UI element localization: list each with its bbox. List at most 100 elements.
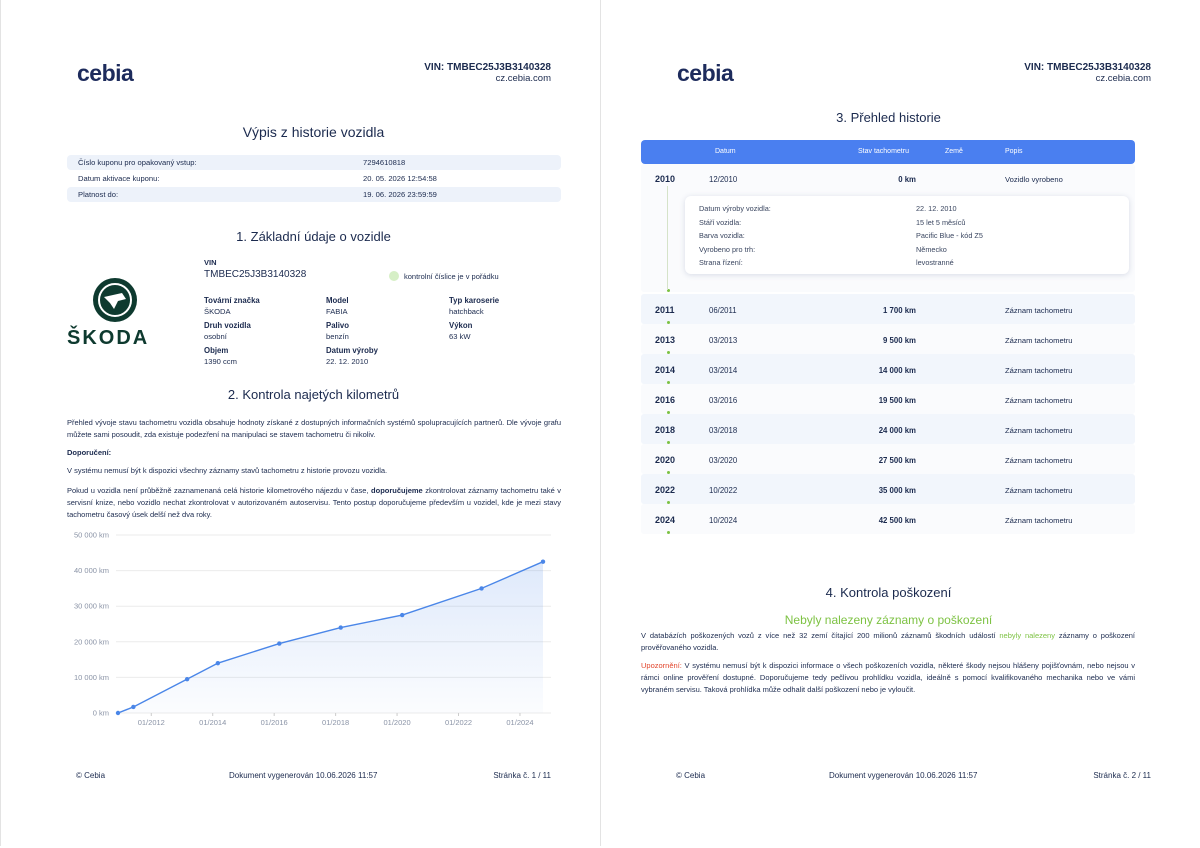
timeline-dot — [667, 411, 670, 414]
field-label: Výkon — [449, 321, 473, 330]
date: 03/2018 — [709, 426, 738, 435]
field-label: Palivo — [326, 321, 349, 330]
timeline-dot — [667, 531, 670, 534]
field-value: hatchback — [449, 307, 484, 316]
text-span: záznamy o poškození prověřovaného vozidl… — [641, 631, 1135, 652]
description: Záznam tachometru — [1005, 366, 1073, 375]
detail-value: 22. 12. 2010 — [916, 204, 957, 213]
y-tick-label: 20 000 km — [74, 637, 109, 646]
column-header: Datum — [715, 148, 736, 155]
vin-value: TMBEC25J3B3140328 — [204, 269, 307, 280]
history-row: 2011 06/2011 1 700 km Záznam tachometru — [641, 294, 1135, 324]
page: cebia VIN: TMBEC25J3B3140328 cz.cebia.com 3… — [600, 0, 1200, 846]
title: Výpis z historie vozidla — [242, 124, 385, 140]
y-tick-label: 0 km — [93, 709, 109, 718]
year: 2024 — [655, 515, 676, 525]
field-value: 22. 12. 2010 — [326, 357, 369, 366]
paragraph-label: Doporučení: — [67, 448, 112, 457]
date: 03/2020 — [709, 456, 738, 465]
field-label: Typ karoserie — [449, 296, 500, 305]
site: cz.cebia.com — [495, 73, 551, 84]
history-row: 2022 10/2022 35 000 km Záznam tachometru — [641, 474, 1135, 504]
year: 2016 — [655, 395, 676, 405]
field-value: FABIA — [326, 307, 348, 316]
paragraph: Upozornění: V systému nemusí být k dispo… — [641, 660, 1135, 696]
detail-value: levostranné — [916, 258, 954, 268]
coupon-label: Číslo kuponu pro opakovaný vstup: — [78, 158, 197, 167]
km: 0 km — [898, 175, 916, 184]
year: 2014 — [655, 365, 676, 375]
x-tick-label: 01/2020 — [384, 718, 411, 727]
timeline-dot — [667, 351, 670, 354]
paragraph: V systému nemusí být k dispozici všechny… — [67, 466, 388, 475]
description: Záznam tachometru — [1005, 336, 1073, 345]
history-row: 2014 03/2014 14 000 km Záznam tachometru — [641, 354, 1135, 384]
year: 2018 — [655, 425, 676, 435]
description: Vozidlo vyrobeno — [1005, 175, 1063, 184]
text-span: V databázích poškozených vozů z více než… — [641, 631, 1000, 640]
year: 2013 — [655, 335, 676, 345]
section-title: 4. Kontrola poškození — [825, 585, 952, 600]
description: Záznam tachometru — [1005, 456, 1073, 465]
x-tick-label: 01/2016 — [261, 718, 288, 727]
vin-check: kontrolní číslice je v pořádku — [404, 272, 499, 281]
vin-header: VIN: TMBEC25J3B3140328 — [1024, 62, 1151, 73]
year: 2011 — [655, 305, 675, 315]
text-span: Pokud u vozidla není průběžně zaznamenan… — [67, 486, 372, 495]
timeline-dot — [667, 321, 670, 324]
km: 35 000 km — [878, 486, 916, 495]
vin-label: VIN — [204, 258, 217, 267]
y-tick-label: 30 000 km — [74, 602, 109, 611]
km: 24 000 km — [878, 426, 916, 435]
field-label: Druh vozidla — [204, 321, 251, 330]
date: 03/2016 — [709, 396, 738, 405]
y-tick-label: 50 000 km — [74, 531, 109, 540]
coupon-value: 19. 06. 2026 23:59:59 — [363, 190, 437, 199]
field-value: 1390 ccm — [204, 357, 237, 366]
logo: cebia — [77, 60, 134, 86]
x-tick-label: 01/2024 — [506, 718, 533, 727]
point — [131, 704, 136, 710]
coupon-row: Číslo kuponu pro opakovaný vstup: 7294610… — [67, 155, 561, 170]
text-span: V systému nemusí být k dispozici informa… — [641, 661, 1135, 694]
table-header: Datum Stav tachometru Země Popis — [641, 140, 1135, 164]
field-label: Model — [326, 296, 349, 305]
footer-generated: Dokument vygenerován 10.06.2026 11:57 — [229, 771, 378, 780]
page: cebia VIN: TMBEC25J3B3140328 cz.cebia.com V… — [0, 0, 601, 846]
coupon-label: Datum aktivace kuponu: — [78, 174, 160, 183]
check-icon — [389, 271, 399, 281]
site: cz.cebia.com — [1095, 73, 1151, 84]
history-row: 2020 03/2020 27 500 km Záznam tachometru — [641, 444, 1135, 474]
date: 10/2022 — [709, 486, 738, 495]
footer-page: Stránka č. 1 / 11 — [493, 771, 551, 780]
coupon-row: Platnost do: 19. 06. 2026 23:59:59 — [67, 187, 561, 202]
point — [479, 586, 484, 591]
emblem-arrow — [104, 293, 126, 309]
year: 2010 — [655, 174, 676, 184]
footer-page: Stránka č. 2 / 11 — [1093, 771, 1151, 780]
x-tick-label: 01/2018 — [322, 718, 349, 727]
column-header: Země — [945, 148, 963, 155]
timeline-dot — [667, 289, 670, 292]
brand-emblem — [93, 278, 137, 322]
field-label: Tovární značka — [204, 296, 260, 305]
km: 42 500 km — [878, 516, 916, 525]
text-span: Upozornění: — [641, 661, 682, 670]
point — [540, 559, 546, 564]
year: 2020 — [655, 455, 676, 465]
emblem-ring — [98, 283, 132, 317]
history-row: 2024 10/2024 42 500 km Záznam tachometru — [641, 504, 1135, 534]
detail-label: Strana řízení: — [699, 258, 743, 268]
km: 14 000 km — [878, 366, 916, 375]
paragraph: Pokud u vozidla není průběžně zaznamenan… — [67, 485, 561, 521]
detail-value: Pacific Blue - kód Z5 — [916, 231, 983, 241]
damage-heading: Nebyly nalezeny záznamy o poškození — [784, 613, 993, 627]
vin-header: VIN: TMBEC25J3B3140328 — [424, 62, 551, 73]
km: 1 700 km — [883, 306, 916, 315]
paragraph: Přehled vývoje stavu tachometru vozidla … — [67, 418, 561, 439]
coupon-value: 20. 05. 2026 12:54:58 — [363, 174, 437, 183]
footer-generated: Dokument vygenerován 10.06.2026 11:57 — [829, 771, 978, 780]
km: 19 500 km — [878, 396, 916, 405]
date: 03/2014 — [709, 366, 738, 375]
